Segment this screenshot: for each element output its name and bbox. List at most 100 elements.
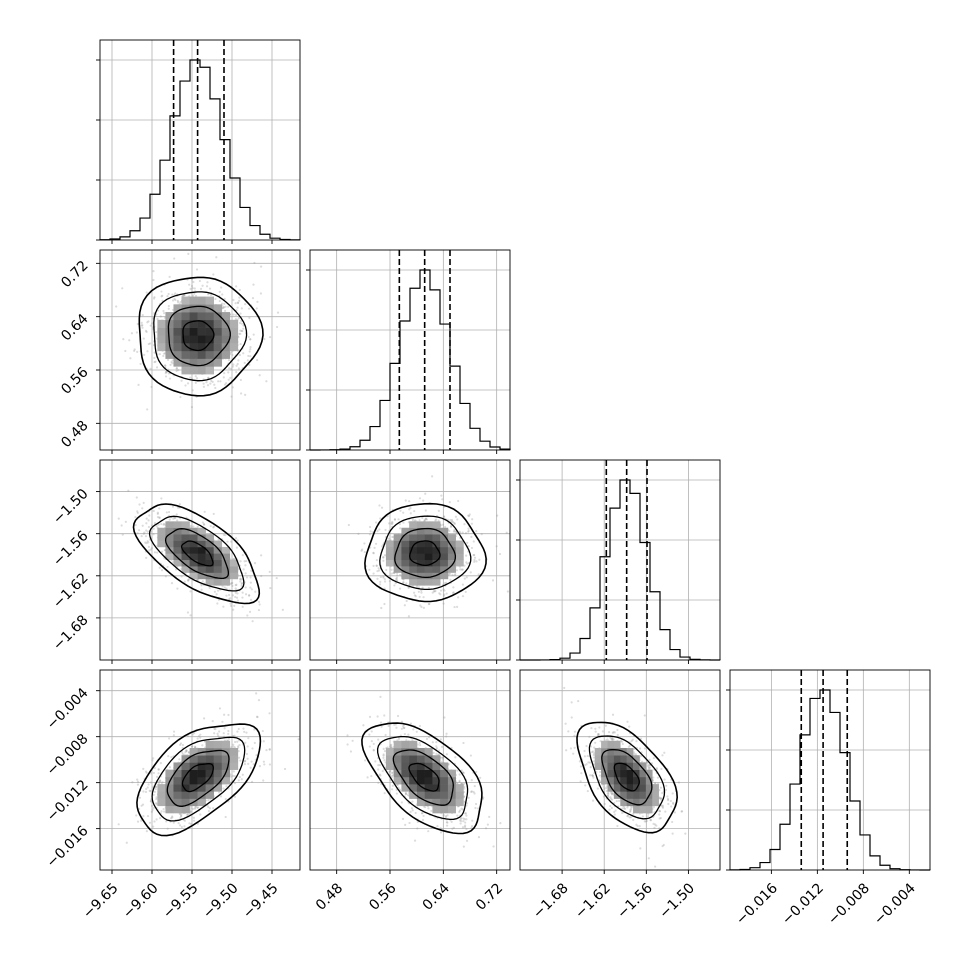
scatter-point [464, 825, 466, 827]
scatter-point [187, 611, 189, 613]
scatter-point [118, 823, 120, 825]
scatter-point [147, 540, 149, 542]
density-cell [440, 541, 448, 548]
density-cell [182, 312, 190, 320]
scatter-point [196, 377, 198, 379]
scatter-point [242, 774, 244, 776]
scatter-point [149, 790, 151, 792]
scatter-point [460, 822, 462, 824]
scatter-point [203, 523, 205, 525]
density-cell [206, 366, 214, 374]
scatter-point [145, 771, 147, 773]
scatter-point [449, 501, 451, 503]
scatter-point [449, 519, 451, 521]
density-cell [432, 566, 440, 573]
density-cell [401, 748, 409, 756]
density-cell [206, 297, 214, 305]
scatter-point [232, 775, 234, 777]
scatter-point [256, 359, 258, 361]
scatter-point [413, 510, 415, 512]
scatter-point [141, 324, 143, 326]
scatter-point [481, 533, 483, 535]
scatter-point [135, 524, 137, 526]
scatter-point [244, 560, 246, 562]
density-cell [190, 777, 198, 785]
scatter-point [203, 386, 205, 388]
scatter-point [201, 589, 203, 591]
scatter-point [142, 803, 144, 805]
scatter-point [232, 609, 234, 611]
density-cell [165, 784, 173, 792]
density-cell [206, 566, 214, 573]
scatter-point [215, 256, 217, 258]
scatter-point [142, 815, 144, 817]
scatter-point [249, 355, 251, 357]
scatter-point [471, 518, 473, 520]
scatter-point [180, 742, 182, 744]
scatter-point [451, 574, 453, 576]
scatter-point [126, 842, 128, 844]
scatter-point [163, 811, 165, 813]
density-cell [401, 547, 409, 554]
scatter-point [383, 753, 385, 755]
axes-frame [100, 40, 300, 240]
scatter-point [269, 763, 271, 765]
scatter-point [380, 726, 382, 728]
scatter-point [249, 346, 251, 348]
scatter-point [463, 845, 465, 847]
density-cell [440, 553, 448, 560]
scatter-point [282, 609, 284, 611]
scatter-point [238, 744, 240, 746]
scatter-point [236, 547, 238, 549]
scatter-point [449, 579, 451, 581]
scatter-point [262, 779, 264, 781]
scatter-point [384, 529, 386, 531]
scatter-point [378, 569, 380, 571]
scatter-point [463, 523, 465, 525]
scatter-point [370, 530, 372, 532]
scatter-point [422, 819, 424, 821]
scatter-point [153, 772, 155, 774]
density-cell [165, 528, 173, 535]
density-cell [409, 755, 417, 763]
scatter-point [179, 503, 181, 505]
scatter-point [428, 736, 430, 738]
scatter-point [456, 518, 458, 520]
density-cell [214, 320, 222, 328]
scatter-point [373, 749, 375, 751]
scatter-point [233, 735, 235, 737]
scatter-point [169, 766, 171, 768]
scatter-point [213, 728, 215, 730]
density-cell [456, 541, 464, 548]
scatter-point [382, 770, 384, 772]
scatter-point [416, 731, 418, 733]
scatter-point [131, 781, 133, 783]
scatter-point [391, 788, 393, 790]
scatter-point [462, 742, 464, 744]
density-cell [432, 791, 440, 799]
scatter-point [143, 502, 145, 504]
scatter-point [382, 560, 384, 562]
density-cell [409, 579, 417, 586]
density-cell [157, 328, 165, 336]
density-cell [417, 770, 425, 778]
scatter-point [438, 510, 440, 512]
scatter-point [223, 376, 225, 378]
scatter-point [192, 733, 194, 735]
scatter-point [488, 816, 490, 818]
scatter-point [212, 273, 214, 275]
scatter-point [368, 734, 370, 736]
scatter-point [230, 368, 232, 370]
density-cell [214, 770, 222, 778]
scatter-point [371, 730, 373, 732]
density-cell [198, 799, 206, 807]
scatter-point [445, 816, 447, 818]
scatter-point [379, 774, 381, 776]
scatter-point [364, 759, 366, 761]
scatter-point [399, 588, 401, 590]
scatter-point [173, 257, 175, 259]
scatter-point [404, 604, 406, 606]
scatter-point [370, 775, 372, 777]
scatter-point [143, 337, 145, 339]
scatter-point [238, 757, 240, 759]
